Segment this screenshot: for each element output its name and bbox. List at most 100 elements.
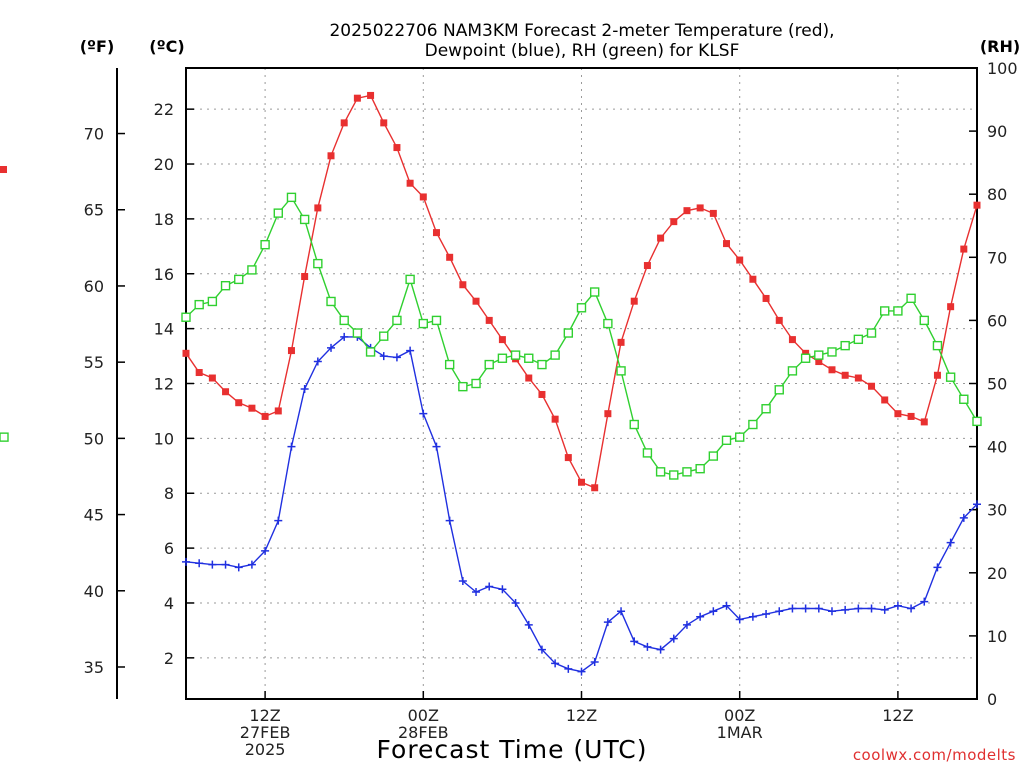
chart-title-line-2: Dewpoint (blue), RH (green) for KLSF <box>425 41 740 61</box>
dewpoint-point <box>709 607 718 616</box>
rh-point <box>299 214 310 225</box>
rh-tick-label: 50 <box>987 375 1007 394</box>
temperature-point <box>459 281 467 289</box>
rh-point <box>273 208 283 218</box>
x-tick-label: 12Z <box>566 706 597 725</box>
rh-point <box>220 280 231 291</box>
rh-point <box>906 293 916 304</box>
dewpoint-point <box>432 442 441 451</box>
temperature-point <box>736 256 744 264</box>
fahrenheit-tick-label: 55 <box>84 353 104 372</box>
dewpoint-point <box>551 659 560 668</box>
temperature-point <box>182 349 190 357</box>
dewpoint-point <box>537 645 546 654</box>
celsius-tick-label: 22 <box>154 100 174 119</box>
x-tick-label: 12Z <box>249 706 280 725</box>
rh-point <box>365 347 376 357</box>
rh-point <box>655 467 666 477</box>
rh-point <box>458 381 468 392</box>
temperature-point <box>525 374 533 382</box>
fahrenheit-unit-label: (ºF) <box>80 37 115 56</box>
chart-title-line-1: 2025022706 NAM3KM Forecast 2-meter Tempe… <box>329 21 834 41</box>
dewpoint-point <box>973 500 981 509</box>
fahrenheit-tick-label: 60 <box>84 277 104 296</box>
rh-point <box>405 274 415 285</box>
source-credit: coolwx.com/modelts <box>853 746 1016 764</box>
rh-tick-label: 60 <box>987 311 1007 330</box>
temperature-point <box>696 204 704 212</box>
dewpoint-point <box>445 516 454 525</box>
x-tick-label: 28FEB <box>398 723 449 742</box>
gridlines <box>186 68 977 699</box>
temperature-point <box>591 484 599 492</box>
dewpoint-point <box>933 563 942 572</box>
rh-point <box>510 350 521 360</box>
x-tick-label: 2025 <box>245 740 286 759</box>
rh-point <box>550 350 560 360</box>
rh-point <box>563 328 574 338</box>
fahrenheit-tick-label: 35 <box>84 658 104 677</box>
x-tick-label: 1MAR <box>717 723 763 742</box>
temperature-point <box>802 349 810 357</box>
dewpoint-point <box>907 604 916 613</box>
temperature-point <box>881 396 889 404</box>
dewpoint-point <box>327 343 336 352</box>
temperature-line <box>185 94 978 489</box>
celsius-tick-label: 10 <box>154 429 174 448</box>
celsius-unit-label: (ºC) <box>149 37 184 56</box>
temperature-point <box>538 390 546 398</box>
rh-point <box>814 350 824 360</box>
rh-point <box>669 470 679 480</box>
temperature-point <box>222 388 230 396</box>
rh-point <box>972 416 982 427</box>
x-tick-label: 00Z <box>408 706 439 725</box>
rh-point <box>616 366 626 376</box>
dewpoint-point <box>656 645 665 654</box>
dewpoint-point <box>564 664 573 673</box>
temperature-point <box>815 358 823 366</box>
rh-point <box>695 463 705 474</box>
temperature-point <box>367 91 375 99</box>
celsius-tick-label: 4 <box>164 594 174 613</box>
x-tick-label: 27FEB <box>240 723 291 742</box>
dewpoint-point <box>498 585 507 594</box>
dewpoint-point <box>300 384 309 393</box>
rh-point <box>0 432 9 442</box>
dewpoint-point <box>854 604 863 613</box>
temperature-point <box>406 179 414 187</box>
rh-point <box>524 353 534 363</box>
rh-point <box>800 353 811 363</box>
temperature-point <box>301 273 309 281</box>
dewpoint-point <box>458 577 467 586</box>
temperature-point <box>393 144 401 152</box>
rh-point <box>774 385 784 395</box>
celsius-tick-label: 8 <box>164 484 174 503</box>
temperature-point <box>551 415 559 423</box>
celsius-tick-label: 16 <box>154 265 174 284</box>
temperature-point <box>432 229 440 237</box>
temperature-point <box>274 407 282 415</box>
rh-point <box>286 192 297 203</box>
temperature-point <box>841 371 849 379</box>
temperature-point <box>472 297 480 305</box>
rh-point <box>313 258 323 269</box>
dewpoint-point <box>287 442 296 451</box>
dewpoint-point <box>419 409 428 418</box>
dewpoint-point <box>946 538 955 547</box>
celsius-tick-label: 20 <box>154 155 174 174</box>
data-series <box>0 91 982 676</box>
rh-point <box>234 274 244 285</box>
dewpoint-point <box>524 620 533 629</box>
dewpoint-point <box>340 332 349 341</box>
rh-point <box>708 451 719 461</box>
dewpoint-point <box>603 618 612 627</box>
rh-point <box>603 318 613 329</box>
rh-point <box>787 366 798 376</box>
dewpoint-point <box>841 605 850 614</box>
rh-tick-label: 20 <box>987 564 1007 583</box>
dewpoint-point <box>590 657 599 666</box>
temperature-point <box>353 94 361 102</box>
temperature-point <box>670 218 678 226</box>
celsius-tick-label: 2 <box>164 649 174 668</box>
